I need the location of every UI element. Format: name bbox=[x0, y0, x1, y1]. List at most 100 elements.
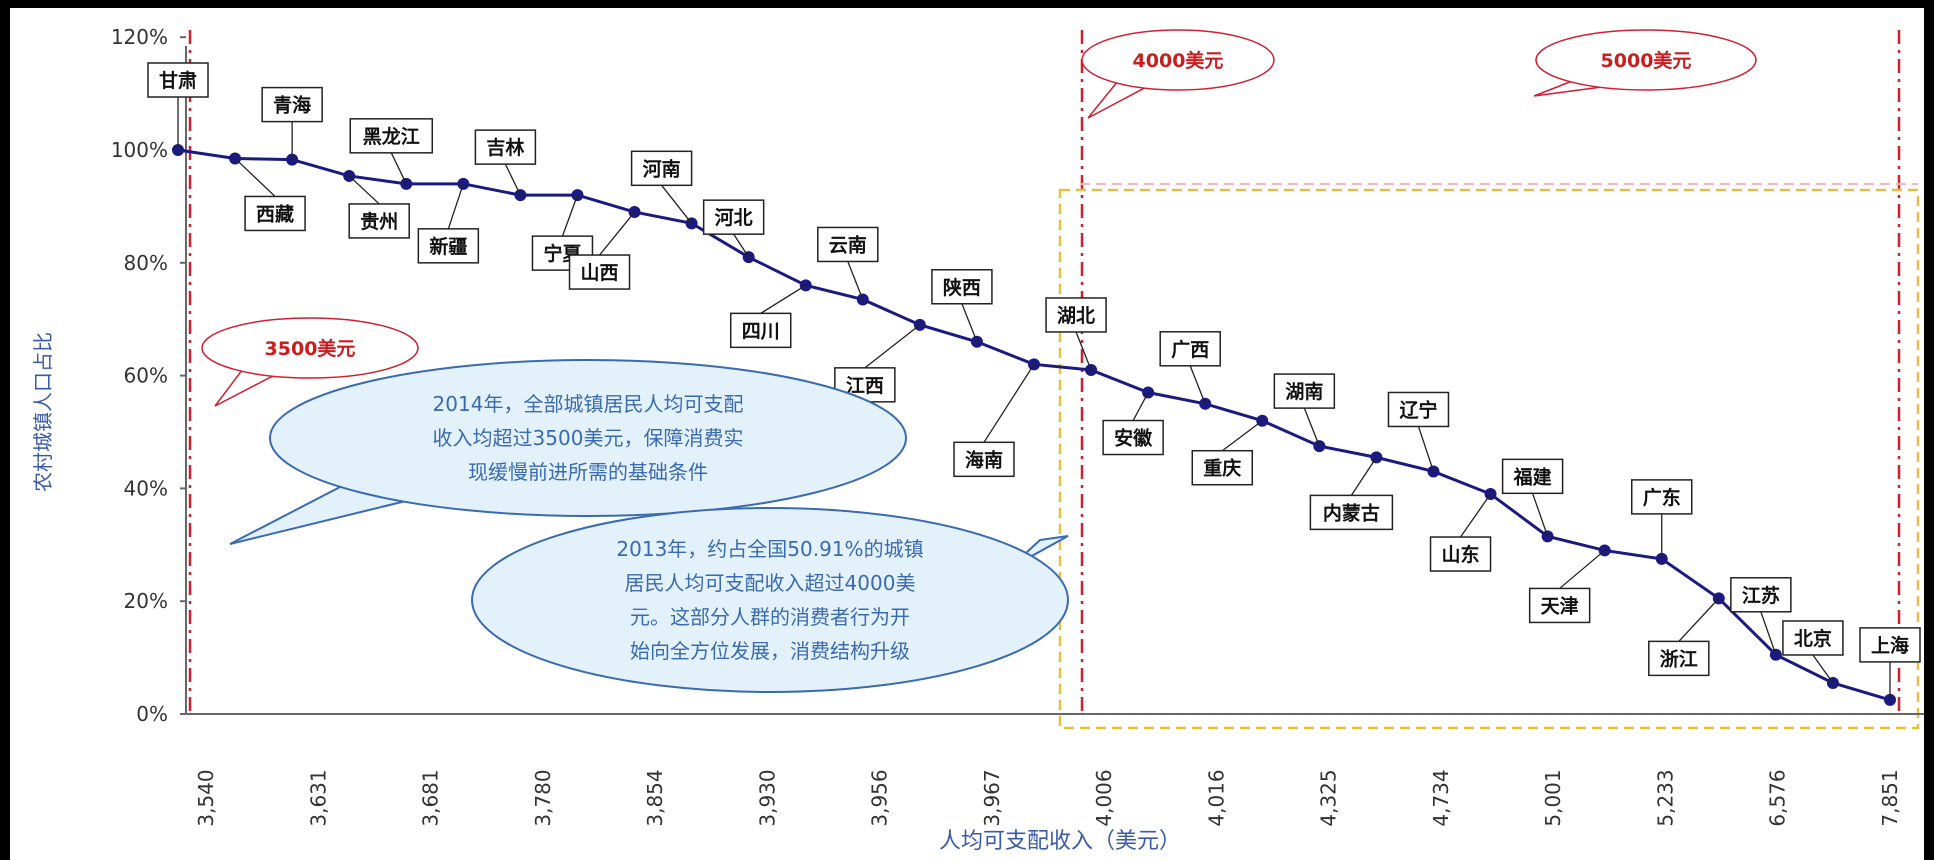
y-tick-label: 80% bbox=[124, 251, 168, 275]
y-axis-title-group: 农村城镇人口占比 bbox=[31, 332, 55, 492]
point-label-25: 天津 bbox=[1528, 549, 1606, 624]
point-label-text: 河南 bbox=[643, 158, 681, 180]
x-tick-label: 3,780 bbox=[531, 769, 555, 826]
x-tick-label: 4,734 bbox=[1429, 769, 1453, 826]
point-label-1: 西藏 bbox=[234, 157, 306, 232]
point-label-text: 黑龙江 bbox=[363, 125, 420, 148]
y-tick-label: 120% bbox=[111, 25, 168, 49]
plot-area: 4000美元 5000美元 3500美元 0% 20% 40% 60% 80% 100% 120… bbox=[10, 8, 1925, 860]
x-tick-label: 3,681 bbox=[419, 769, 443, 826]
point-label-text: 上海 bbox=[1871, 634, 1909, 657]
ref-callout-text: 4000美元 bbox=[1133, 49, 1224, 72]
ref-callout-text: 5000美元 bbox=[1601, 49, 1692, 72]
point-label-text: 贵州 bbox=[360, 211, 398, 233]
point-label-text: 云南 bbox=[829, 234, 867, 256]
chart-svg: 4000美元 5000美元 3500美元 0% 20% 40% 60% 80% 100% 120… bbox=[31, 25, 1925, 854]
y-tick-label: 60% bbox=[124, 364, 168, 388]
y-tick-label: 0% bbox=[136, 702, 168, 726]
annotation-line: 元。这部分人群的消费者行为开 bbox=[630, 605, 910, 629]
point-label-15: 海南 bbox=[953, 363, 1035, 478]
point-label-text: 山东 bbox=[1442, 543, 1480, 566]
axes: 0% 20% 40% 60% 80% 100% 120% 3,540 3,631 3,681 3,7… bbox=[31, 25, 1925, 854]
point-label-20: 湖南 bbox=[1273, 373, 1336, 447]
y-axis-title: 农村城镇人口占比 bbox=[31, 332, 55, 492]
annotation-line: 收入均超过3500美元，保障消费实 bbox=[433, 426, 744, 450]
data-point-6 bbox=[514, 189, 527, 202]
point-label-18: 广西 bbox=[1159, 331, 1221, 405]
x-tick-label-group: 3,967 bbox=[980, 769, 1004, 826]
x-tick-label-group: 4,016 bbox=[1204, 769, 1228, 826]
point-label-text: 甘肃 bbox=[159, 69, 197, 92]
annotation-line: 居民人均可支配收入超过4000美 bbox=[625, 571, 916, 595]
x-tick-label-group: 3,854 bbox=[643, 769, 667, 826]
point-label-12: 云南 bbox=[817, 226, 879, 300]
x-tick-label-group: 3,956 bbox=[868, 769, 892, 826]
point-label-6: 吉林 bbox=[474, 129, 537, 196]
point-label-text: 福建 bbox=[1513, 465, 1552, 488]
point-label-13: 江西 bbox=[834, 324, 921, 403]
x-tick-label: 4,016 bbox=[1204, 769, 1228, 826]
x-tick-label-group: 3,930 bbox=[755, 769, 779, 826]
point-label-10: 河北 bbox=[702, 199, 765, 258]
point-label-text: 青海 bbox=[273, 94, 311, 117]
x-tick-label: 3,854 bbox=[643, 769, 667, 826]
x-tick-label: 3,631 bbox=[306, 769, 330, 826]
point-label-text: 江苏 bbox=[1742, 584, 1780, 607]
y-tick-label: 100% bbox=[111, 138, 168, 162]
point-label-text: 西藏 bbox=[256, 202, 294, 225]
point-label-5: 新疆 bbox=[417, 183, 480, 264]
annotation-notes: 2014年，全部城镇居民人均可支配收入均超过3500美元，保障消费实现缓慢前进所… bbox=[229, 359, 1069, 693]
point-label-3: 贵州 bbox=[348, 175, 410, 239]
x-tick-label-group: 4,325 bbox=[1317, 769, 1341, 826]
x-tick-label: 3,956 bbox=[868, 769, 892, 826]
point-label-text: 四川 bbox=[742, 320, 780, 342]
point-label-text: 山西 bbox=[581, 262, 619, 284]
point-label-text: 广东 bbox=[1643, 486, 1681, 509]
point-label-text: 辽宁 bbox=[1399, 398, 1437, 421]
point-label-text: 吉林 bbox=[486, 136, 524, 159]
x-tick-label: 5,233 bbox=[1653, 769, 1677, 826]
point-label-14: 陕西 bbox=[931, 269, 993, 342]
x-tick-label: 4,325 bbox=[1317, 769, 1341, 826]
point-label-2: 青海 bbox=[261, 86, 323, 160]
reference-layer: 4000美元 5000美元 3500美元 bbox=[188, 29, 1920, 730]
annotation-line: 现缓慢前进所需的基础条件 bbox=[468, 460, 708, 484]
x-tick-label: 7,851 bbox=[1878, 769, 1902, 826]
highlight-region bbox=[1058, 188, 1920, 730]
x-tick-label: 6,576 bbox=[1766, 769, 1790, 826]
point-label-21: 内蒙古 bbox=[1309, 457, 1394, 531]
point-label-text: 安徽 bbox=[1114, 427, 1153, 450]
point-label-16: 湖北 bbox=[1045, 297, 1107, 371]
point-label-text: 湖北 bbox=[1057, 305, 1095, 327]
note-2013: 2013年，约占全国50.91%的城镇居民人均可支配收入超过4000美元。这部分… bbox=[471, 507, 1069, 693]
y-tick-label: 40% bbox=[124, 476, 168, 500]
point-label-28: 江苏 bbox=[1730, 577, 1792, 655]
point-label-19: 重庆 bbox=[1191, 420, 1263, 486]
x-tick-label: 3,967 bbox=[980, 769, 1004, 826]
point-label-0: 甘肃 bbox=[147, 62, 209, 150]
point-label-23: 山东 bbox=[1429, 493, 1492, 572]
point-label-27: 浙江 bbox=[1648, 597, 1720, 677]
x-tick-label-group: 6,576 bbox=[1766, 769, 1790, 826]
ref-callout-text: 3500美元 bbox=[265, 337, 356, 360]
point-label-29: 北京 bbox=[1782, 620, 1844, 684]
annotation-line: 2013年，约占全国50.91%的城镇 bbox=[616, 537, 923, 561]
point-label-30: 上海 bbox=[1859, 627, 1921, 700]
point-label-text: 北京 bbox=[1794, 627, 1832, 650]
point-label-text: 海南 bbox=[965, 448, 1003, 471]
x-tick-label-group: 4,734 bbox=[1429, 769, 1453, 826]
point-label-text: 河北 bbox=[715, 207, 753, 229]
x-tick-label-group: 3,540 bbox=[194, 769, 218, 826]
point-label-11: 四川 bbox=[729, 284, 807, 349]
point-labels: 甘肃西藏青海贵州黑龙江新疆吉林宁夏山西河南河北四川云南江西陕西海南湖北安徽广西重… bbox=[147, 62, 1921, 700]
point-label-4: 黑龙江 bbox=[349, 118, 434, 185]
x-tick-label: 3,930 bbox=[755, 769, 779, 826]
point-label-9: 河南 bbox=[630, 150, 693, 224]
x-tick-label-group: 3,681 bbox=[419, 769, 443, 826]
point-label-26: 广东 bbox=[1630, 479, 1693, 559]
point-label-22: 辽宁 bbox=[1387, 391, 1450, 472]
x-axis-title: 人均可支配收入（美元） bbox=[939, 829, 1181, 854]
point-label-text: 天津 bbox=[1541, 594, 1579, 617]
point-label-17: 安徽 bbox=[1102, 392, 1164, 456]
